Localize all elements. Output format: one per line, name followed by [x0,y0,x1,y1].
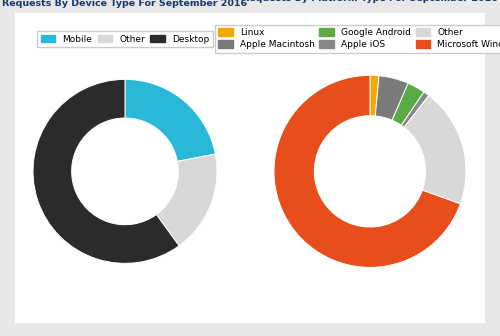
Title: Requests By Platform Type For September 2016: Requests By Platform Type For September … [242,0,498,3]
Wedge shape [392,83,424,125]
Wedge shape [375,76,408,120]
Title: Requests By Device Type For September 2016: Requests By Device Type For September 20… [2,0,248,8]
Wedge shape [370,75,379,116]
Wedge shape [404,95,466,204]
Legend: Mobile, Other, Desktop: Mobile, Other, Desktop [37,31,213,47]
Wedge shape [33,79,179,263]
Legend: Linux, Apple Macintosh, Google Android, Apple iOS, Other, Microsoft Windows: Linux, Apple Macintosh, Google Android, … [215,25,500,53]
Wedge shape [125,79,216,161]
Wedge shape [402,92,429,127]
Wedge shape [156,154,217,246]
Wedge shape [274,75,460,267]
